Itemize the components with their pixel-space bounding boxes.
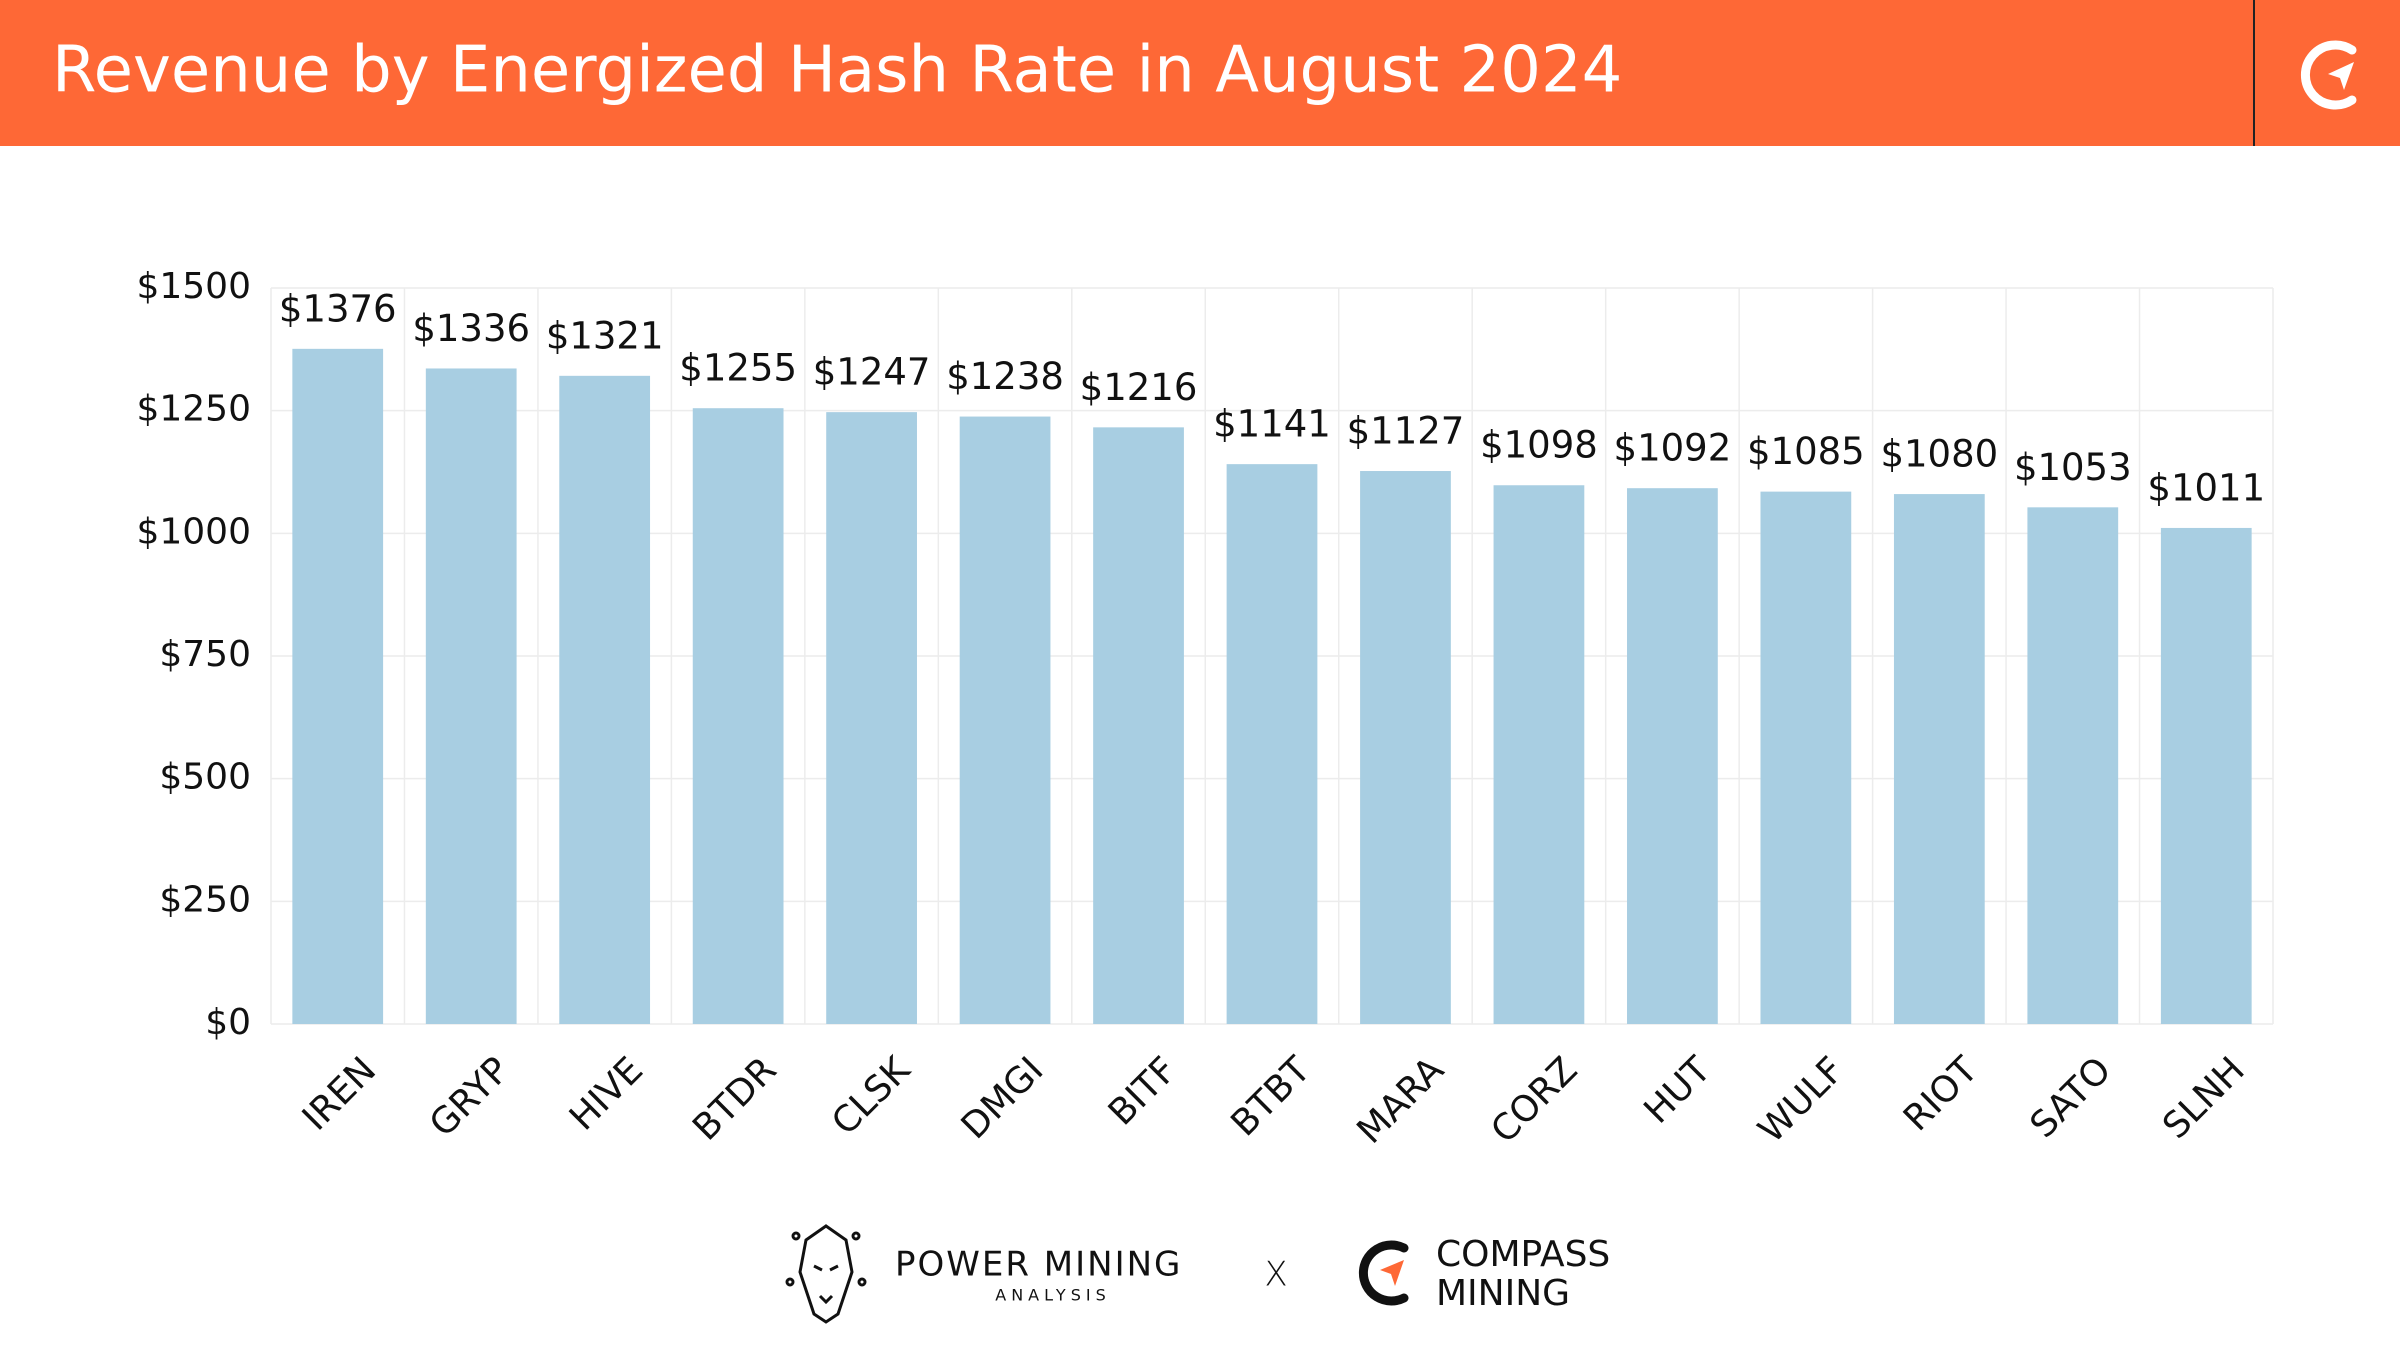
footer-right-top: COMPASS bbox=[1436, 1234, 1610, 1275]
y-tick-label: $0 bbox=[205, 1002, 251, 1043]
x-tick-label: MARA bbox=[1349, 1049, 1452, 1152]
x-tick-label: BTDR bbox=[685, 1049, 784, 1148]
value-label: $1080 bbox=[1880, 433, 1998, 476]
value-label: $1336 bbox=[412, 307, 530, 350]
x-tick-label: IREN bbox=[295, 1049, 384, 1138]
footer-right-bottom: MINING bbox=[1436, 1273, 1570, 1314]
value-label: $1127 bbox=[1347, 410, 1465, 453]
bar bbox=[1893, 494, 1985, 1025]
header-logo bbox=[2300, 40, 2357, 110]
y-tick-label: $1000 bbox=[136, 511, 251, 552]
x-tick-label: HUT bbox=[1637, 1049, 1720, 1132]
compass-logo bbox=[1358, 1240, 1409, 1306]
bar bbox=[2027, 507, 2119, 1024]
x-tick-label: WULF bbox=[1751, 1049, 1853, 1151]
bar bbox=[826, 412, 917, 1024]
value-label: $1247 bbox=[813, 351, 931, 394]
bar bbox=[425, 368, 517, 1024]
footer-separator: X bbox=[1264, 1255, 1287, 1295]
x-tick-label: SATO bbox=[2023, 1049, 2120, 1146]
x-tick-label: SLNH bbox=[2155, 1049, 2253, 1147]
footer-left: POWER MINING bbox=[895, 1245, 1182, 1285]
bar bbox=[1093, 427, 1184, 1024]
bar bbox=[1226, 464, 1318, 1025]
value-label: $1216 bbox=[1080, 366, 1198, 409]
x-tick-label: GRYP bbox=[422, 1049, 518, 1145]
value-label: $1092 bbox=[1614, 427, 1732, 470]
footer: POWER MINING ANALYSIS X COMPASS MINING bbox=[785, 1224, 1610, 1324]
value-label: $1255 bbox=[679, 347, 797, 390]
value-label: $1085 bbox=[1747, 430, 1865, 473]
x-tick-label: RIOT bbox=[1896, 1049, 1986, 1139]
value-label: $1053 bbox=[2014, 446, 2132, 489]
x-tick-label: CORZ bbox=[1483, 1049, 1585, 1151]
y-tick-label: $500 bbox=[159, 757, 251, 798]
value-label: $1141 bbox=[1213, 403, 1331, 446]
plot-area: $0 $250 $500 $750 $1000 $1250 $1500 $1376 IREN $1… bbox=[136, 266, 2274, 1152]
y-tick-label: $1500 bbox=[136, 266, 251, 307]
value-label: $1238 bbox=[946, 355, 1064, 398]
bar bbox=[292, 348, 384, 1024]
bar bbox=[959, 416, 1051, 1024]
x-tick-label: HIVE bbox=[562, 1049, 651, 1138]
bar bbox=[1760, 491, 1852, 1024]
value-label: $1376 bbox=[279, 287, 397, 330]
footer-left-sub: ANALYSIS bbox=[995, 1286, 1110, 1305]
bar bbox=[559, 375, 651, 1024]
y-tick-label: $250 bbox=[159, 879, 251, 920]
value-label: $1098 bbox=[1480, 424, 1598, 467]
chart-title: Revenue by Energized Hash Rate in August… bbox=[52, 34, 1622, 108]
y-tick-label: $1250 bbox=[136, 389, 251, 430]
x-tick-label: DMGI bbox=[954, 1049, 1052, 1147]
x-tick-label: CLSK bbox=[824, 1048, 919, 1143]
bar bbox=[1627, 488, 1718, 1024]
bar bbox=[692, 408, 784, 1024]
bar bbox=[1360, 471, 1451, 1024]
bar bbox=[1493, 485, 1585, 1024]
header-bar bbox=[0, 0, 2400, 146]
value-label: $1321 bbox=[546, 314, 664, 357]
x-tick-label: BITF bbox=[1101, 1049, 1185, 1133]
value-label: $1011 bbox=[2147, 466, 2265, 509]
lion-logo bbox=[785, 1224, 867, 1324]
bar bbox=[2160, 527, 2252, 1024]
x-tick-label: BTBT bbox=[1223, 1049, 1319, 1145]
y-tick-label: $750 bbox=[159, 634, 251, 675]
